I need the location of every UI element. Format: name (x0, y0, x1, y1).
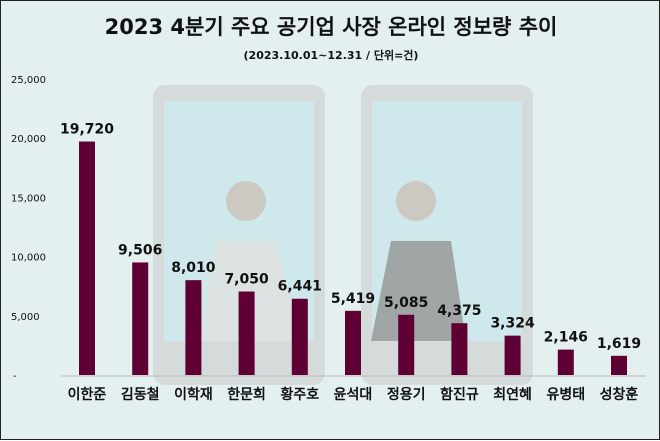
data-label: 19,720 (60, 122, 114, 138)
bar (504, 335, 521, 375)
bar (238, 291, 255, 375)
data-label: 4,375 (437, 303, 481, 319)
y-tick-label: 5,000 (11, 312, 40, 323)
y-tick-label: 15,000 (11, 193, 46, 204)
category-label: 성창훈 (600, 386, 639, 403)
bar (611, 355, 627, 375)
background-illustration (153, 85, 533, 385)
bar (132, 262, 149, 375)
bar (345, 310, 361, 375)
data-label: 5,085 (384, 295, 428, 311)
data-label: 8,010 (171, 260, 216, 276)
y-tick-label: 20,000 (11, 134, 46, 145)
category-label: 최연혜 (493, 387, 532, 403)
category-label: 황주호 (280, 386, 319, 403)
bar (291, 298, 308, 375)
category-label: 함진규 (440, 386, 479, 403)
bar (557, 349, 574, 375)
y-tick-label: 25,000 (11, 75, 46, 86)
chart-title: 2023 4분기 주요 공기업 사장 온라인 정보량 추이 (105, 15, 558, 39)
category-label: 김동철 (121, 386, 160, 403)
y-tick-label: - (13, 371, 17, 382)
category-label: 이학재 (174, 386, 213, 403)
chart-subtitle: (2023.10.01~12.31 / 단위=건) (244, 48, 419, 62)
category-label: 유병태 (546, 386, 585, 403)
y-tick-label: 10,000 (11, 253, 46, 264)
bar (79, 141, 95, 375)
data-label: 1,619 (597, 336, 641, 352)
bar (398, 314, 415, 375)
data-label: 9,506 (118, 242, 162, 258)
category-label: 정용기 (387, 386, 426, 403)
category-label: 한문희 (227, 387, 266, 403)
data-label: 2,146 (544, 330, 588, 346)
data-label: 3,324 (490, 316, 535, 332)
category-label: 윤석대 (334, 387, 373, 403)
category-label: 이한준 (68, 386, 107, 403)
data-label: 5,419 (331, 291, 375, 307)
bar (451, 323, 468, 375)
data-label: 6,441 (278, 279, 322, 295)
data-label: 7,050 (224, 272, 269, 288)
bar (185, 280, 202, 375)
